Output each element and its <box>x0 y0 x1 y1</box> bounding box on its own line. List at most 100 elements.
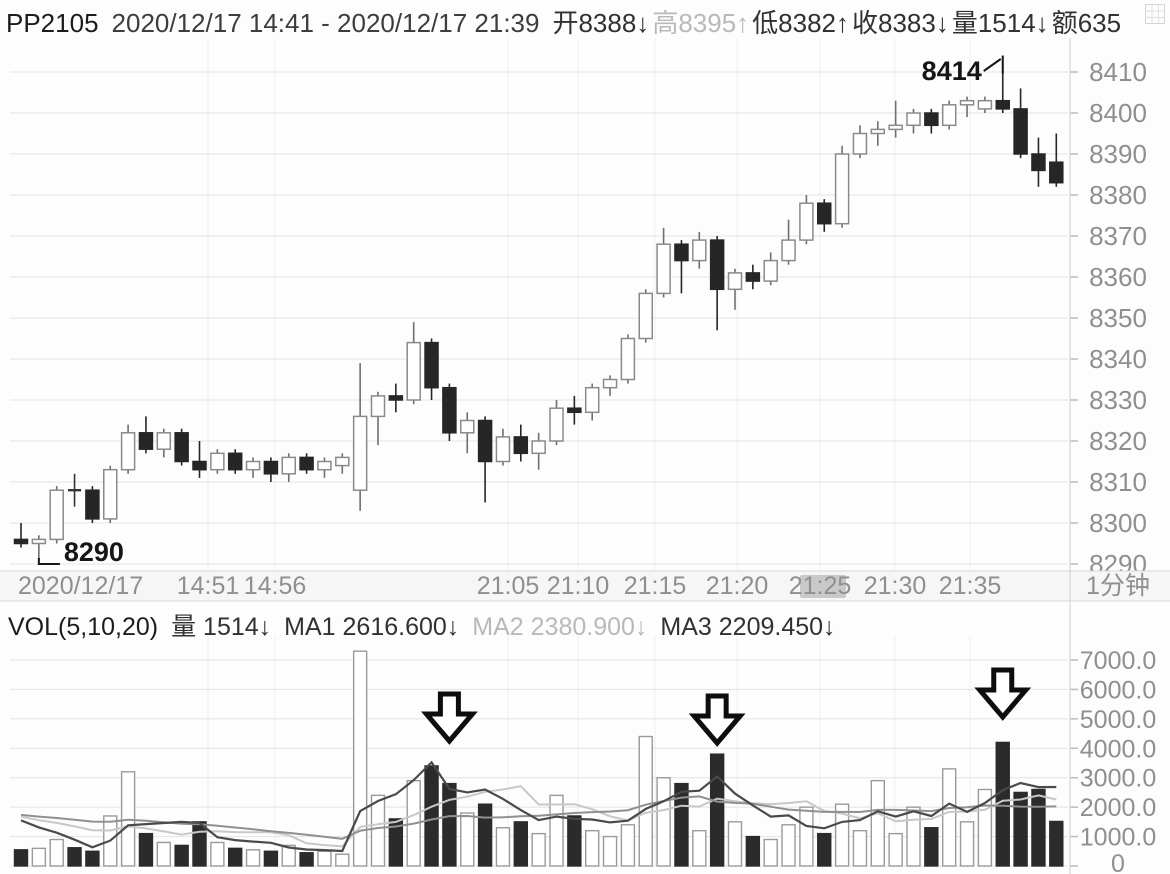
time-tick-label: 21:35 <box>939 572 1002 600</box>
volume-bar-up <box>638 735 653 867</box>
volume-tick-label: 0 <box>1111 850 1125 874</box>
candle-up <box>834 153 850 225</box>
candle-up <box>549 407 564 442</box>
volume-bar-down <box>299 852 314 867</box>
price-tick-label: 8370 <box>1089 221 1147 251</box>
high-annotation-label: 8414 <box>922 56 982 86</box>
volume-indicator-header: VOL(5,10,20) 量 1514↓ MA1 2616.600↓ MA2 2380… <box>8 607 849 643</box>
volume-bar-down <box>513 821 528 867</box>
volume-bar-up <box>531 832 546 867</box>
candle-up <box>941 104 957 127</box>
volume-bar-up <box>317 850 332 867</box>
header-segment: PP2105 <box>6 8 99 38</box>
candle-down <box>138 432 154 450</box>
grid-window-icon[interactable] <box>1144 3 1166 25</box>
volume-bar-up <box>763 838 778 867</box>
volume-bar-down <box>709 753 725 867</box>
header-segment: 收8383↓ <box>852 8 949 38</box>
volume-tick-label: 4000.0 <box>1080 735 1156 763</box>
volume-bar-up <box>602 835 618 867</box>
candle-up <box>959 99 975 106</box>
volume-bar-down <box>263 850 279 867</box>
candle-up <box>245 460 261 471</box>
candle-down <box>227 452 243 471</box>
candle-down <box>85 489 100 520</box>
volume-signal-down-arrow-icon <box>974 667 1032 721</box>
time-tick-label: 21:20 <box>706 572 769 600</box>
volume-bar-up <box>370 794 386 867</box>
price-tick-label: 8330 <box>1089 385 1147 415</box>
candle-up <box>335 456 350 467</box>
volume-bar-down <box>1049 820 1064 867</box>
low-annotation-label: 8290 <box>64 537 124 567</box>
candle-up <box>370 395 386 418</box>
volume-bar-down <box>567 815 582 867</box>
volume-tick-label: 2000.0 <box>1080 794 1156 822</box>
volume-bar-down <box>227 847 243 867</box>
volume-bar-down <box>13 849 29 867</box>
candle-up <box>870 128 886 135</box>
candle-down <box>299 456 314 471</box>
candle-down <box>424 341 439 389</box>
quote-header: PP2105 2020/12/17 14:41 - 2020/12/17 21:3… <box>6 3 1124 40</box>
volume-bar-up <box>656 777 671 867</box>
candle-up <box>460 419 475 434</box>
candle-down <box>477 419 493 463</box>
volume-bar-up <box>352 650 368 867</box>
candle-up <box>281 456 296 475</box>
price-tick-label: 8410 <box>1089 57 1147 87</box>
candle-down <box>817 202 832 225</box>
header-segment: 2020/12/17 14:41 - 2020/12/17 21:39 <box>111 8 540 38</box>
scrollbar-thumb[interactable] <box>800 575 846 598</box>
vol-ma1-line <box>20 760 1057 853</box>
candle-down <box>388 395 404 401</box>
price-tick-label: 8300 <box>1089 508 1147 538</box>
price-tick-label: 8340 <box>1089 344 1147 374</box>
volume-bar-down <box>85 850 100 867</box>
volume-bar-up <box>942 768 957 867</box>
candle-down <box>442 386 457 434</box>
volume-bar-up <box>834 803 850 867</box>
volume-bar-up <box>620 824 636 867</box>
time-tick-label: 21:10 <box>547 572 610 600</box>
candle-down <box>1049 161 1064 184</box>
header-segment: 额635 <box>1051 8 1122 38</box>
volume-tick-label: 6000.0 <box>1080 676 1156 704</box>
volume-bar-up <box>692 829 707 867</box>
header-segment: VOL(5,10,20) <box>8 613 159 641</box>
candle-up <box>620 337 636 381</box>
volume-bar-up <box>870 779 885 867</box>
header-segment: MA2 2380.900↓ <box>472 613 648 641</box>
price-tick-label: 8400 <box>1089 98 1147 128</box>
volume-bar-down <box>477 803 493 867</box>
candle-down <box>995 99 1010 110</box>
candle-up <box>602 378 618 389</box>
candle-up <box>852 132 868 155</box>
time-tick-label: 21:25 <box>789 572 852 600</box>
vol-ma2-line <box>20 785 1057 848</box>
candle-up <box>656 243 671 295</box>
candle-up <box>692 239 707 262</box>
volume-bar-down <box>995 741 1010 867</box>
time-tick-label: 14:51 <box>177 572 240 600</box>
volume-bar-up <box>49 838 64 867</box>
volume-bar-down <box>388 818 404 867</box>
header-segment: MA1 2616.600↓ <box>284 613 460 641</box>
low-annotation-leader <box>37 558 60 565</box>
candle-up <box>120 432 136 471</box>
volume-bar-up <box>888 832 903 867</box>
candle-down <box>567 407 582 414</box>
candle-up <box>977 99 993 110</box>
volume-bar-up <box>210 841 225 867</box>
volume-bar-down <box>924 827 939 867</box>
volume-bar-down <box>192 821 207 867</box>
volume-bar-up <box>781 824 796 867</box>
candle-up <box>103 468 118 520</box>
volume-bar-up <box>585 829 600 867</box>
candle-down <box>674 243 689 262</box>
volume-bar-up <box>495 827 511 867</box>
time-tick-label: 21:15 <box>624 572 687 600</box>
